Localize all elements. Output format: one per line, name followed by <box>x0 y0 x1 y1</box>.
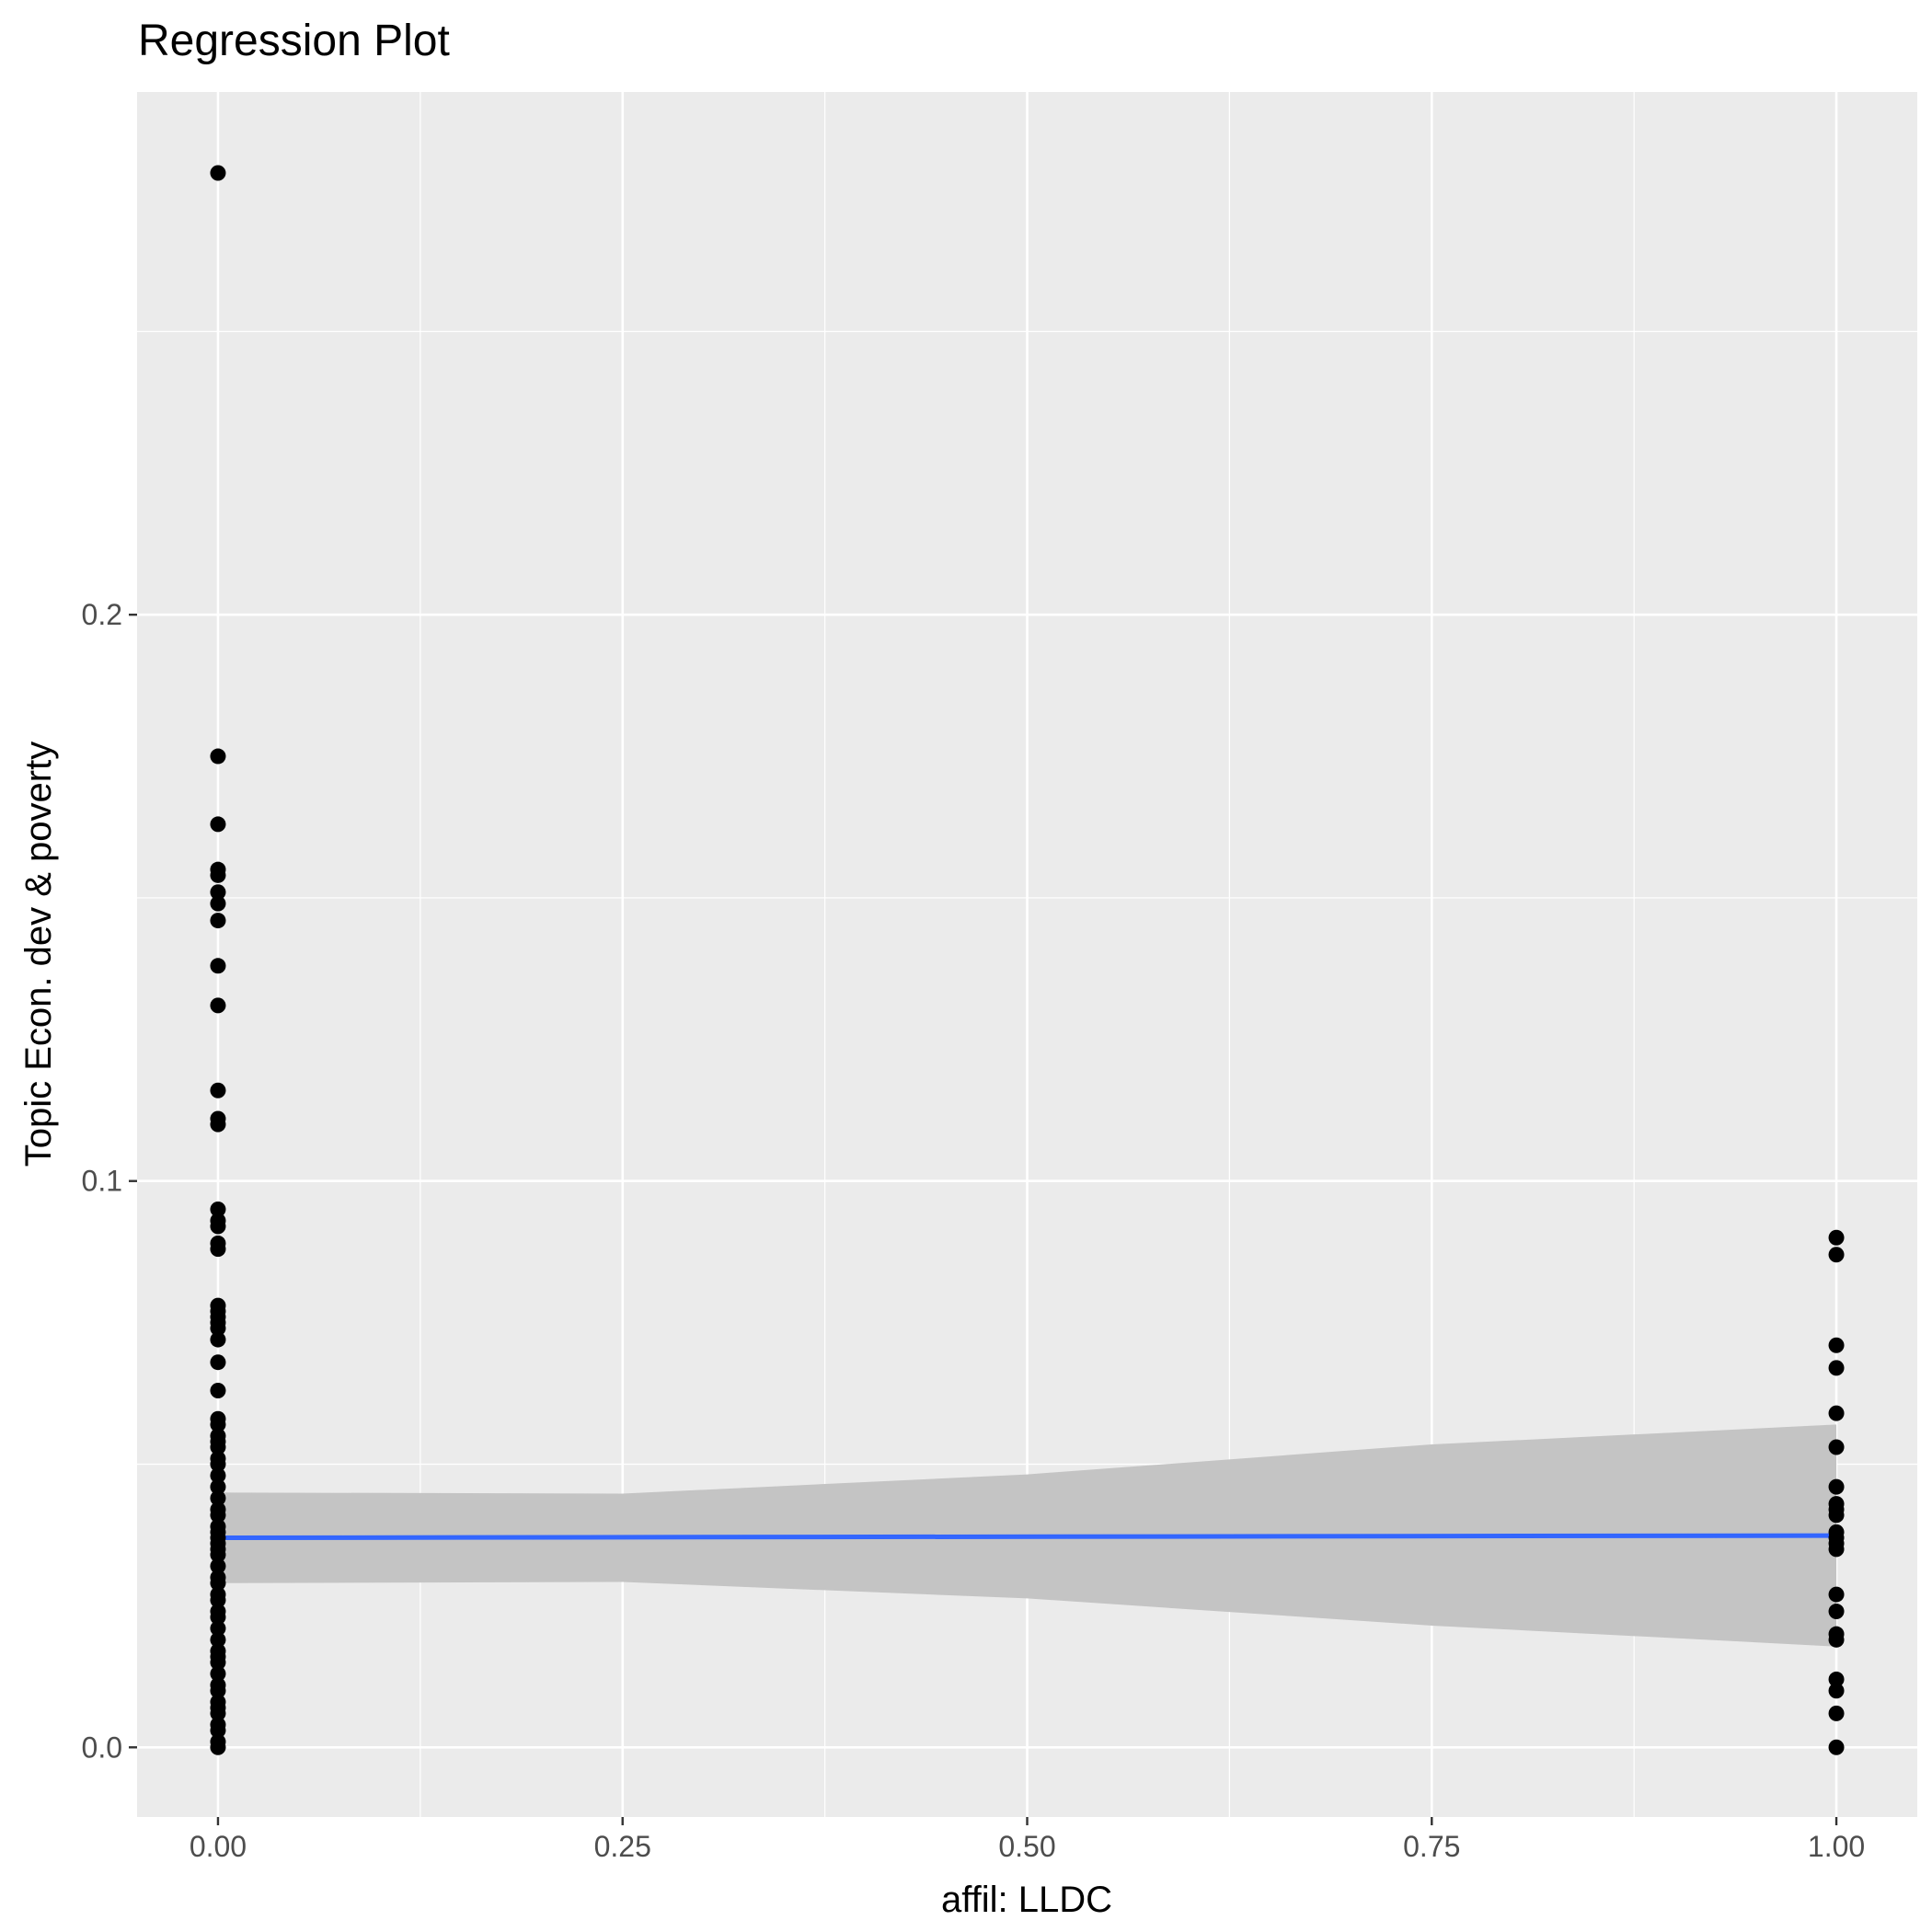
data-point <box>210 1507 226 1524</box>
data-point <box>1828 1478 1845 1495</box>
data-point <box>210 1082 226 1098</box>
x-tick-label: 1.00 <box>1808 1830 1865 1863</box>
data-point <box>210 1631 226 1648</box>
x-tick-label: 0.75 <box>1403 1830 1460 1863</box>
chart-title: Regression Plot <box>138 17 450 65</box>
data-point <box>210 1575 226 1592</box>
data-point <box>210 748 226 765</box>
data-point <box>210 1654 226 1671</box>
y-tick-label: 0.1 <box>82 1165 122 1198</box>
data-point <box>1828 1360 1845 1376</box>
data-point <box>210 884 226 901</box>
data-point <box>1828 1683 1845 1699</box>
data-point <box>210 1331 226 1348</box>
data-point <box>210 997 226 1014</box>
data-point <box>210 1416 226 1432</box>
data-point <box>210 1547 226 1563</box>
data-point <box>210 1320 226 1337</box>
x-tick-label: 0.50 <box>998 1830 1055 1863</box>
data-point <box>210 1739 226 1755</box>
y-tick-label: 0.0 <box>82 1731 122 1764</box>
data-point <box>210 1489 226 1506</box>
data-point <box>210 1202 226 1218</box>
data-point <box>1828 1671 1845 1687</box>
data-point <box>1828 1507 1845 1524</box>
x-axis-title: affil: LLDC <box>941 1880 1112 1920</box>
data-point <box>210 1683 226 1699</box>
regression-line <box>217 1533 1837 1541</box>
data-point <box>210 165 226 181</box>
data-point <box>210 1467 226 1484</box>
data-point <box>210 816 226 833</box>
data-point <box>1828 1439 1845 1455</box>
data-point <box>210 1478 226 1495</box>
data-point <box>210 1439 226 1455</box>
data-point <box>210 1592 226 1608</box>
x-tick-label: 0.00 <box>190 1830 247 1863</box>
data-point <box>210 1665 226 1682</box>
data-point <box>1828 1586 1845 1603</box>
data-point <box>210 1354 226 1371</box>
data-point <box>1828 1541 1845 1558</box>
data-point <box>210 1620 226 1637</box>
data-point <box>210 913 226 929</box>
data-point <box>1828 1337 1845 1353</box>
data-point <box>210 1382 226 1398</box>
data-point <box>1828 1631 1845 1648</box>
data-point <box>210 1558 226 1574</box>
data-point <box>210 867 226 883</box>
data-point <box>210 1722 226 1739</box>
data-point <box>210 1609 226 1626</box>
data-point <box>210 895 226 912</box>
data-point <box>210 958 226 974</box>
data-point <box>1828 1705 1845 1721</box>
data-point <box>210 1116 226 1133</box>
data-point <box>1828 1739 1845 1755</box>
data-point <box>1828 1247 1845 1263</box>
y-axis: 0.0 0.1 0.2 <box>82 598 137 1764</box>
y-tick-label: 0.2 <box>82 598 122 631</box>
data-point <box>1828 1604 1845 1620</box>
data-point <box>1828 1229 1845 1246</box>
y-axis-title: Topic Econ. dev & poverty <box>18 742 59 1167</box>
data-point <box>210 1241 226 1258</box>
data-point <box>210 1705 226 1721</box>
x-tick-label: 0.25 <box>594 1830 651 1863</box>
data-point <box>210 1218 226 1235</box>
x-axis: 0.00 0.25 0.50 0.75 1.00 <box>190 1817 1865 1863</box>
data-points <box>210 165 1845 1755</box>
data-point <box>1828 1405 1845 1421</box>
data-point <box>210 1456 226 1473</box>
